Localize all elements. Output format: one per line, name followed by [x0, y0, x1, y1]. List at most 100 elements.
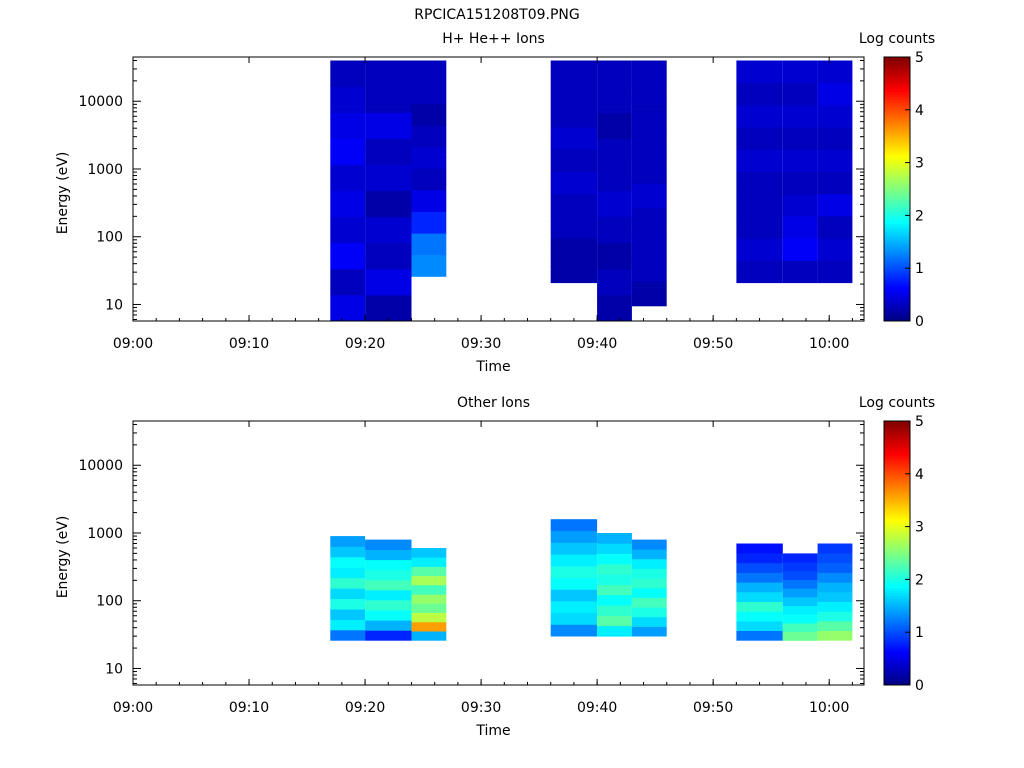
heatmap-cell [631, 631, 667, 635]
heatmap-cell [365, 138, 412, 146]
colorbar-swatch [884, 220, 910, 224]
heatmap-cell [550, 260, 598, 267]
heatmap-cell [817, 149, 853, 156]
colorbar-tick-label: 5 [915, 50, 924, 66]
heatmap-cell [736, 630, 783, 634]
heatmap-cell [817, 591, 853, 595]
heatmap-cell [597, 73, 632, 81]
heatmap-cell [597, 620, 632, 624]
colorbar-swatch [884, 93, 910, 98]
heatmap-cell [782, 199, 818, 206]
heatmap-cell [550, 630, 598, 634]
heatmap-cell [550, 88, 598, 95]
heatmap-cell [550, 574, 598, 578]
heatmap-cell [597, 294, 632, 302]
colorbar-swatch [884, 595, 910, 599]
heatmap-cell [817, 625, 853, 629]
heatmap-cell [365, 590, 412, 593]
heatmap-cell [631, 66, 667, 74]
heatmap-cell [631, 614, 667, 618]
heatmap-cell [736, 110, 783, 117]
heatmap-cell [631, 580, 667, 584]
colorbar-swatch [884, 510, 910, 514]
heatmap-cell [550, 177, 598, 184]
heatmap-cell [631, 561, 667, 565]
heatmap-cell [411, 605, 447, 609]
heatmap-cell [817, 121, 853, 128]
heatmap-cell [736, 577, 783, 581]
heatmap-cell [411, 260, 447, 266]
heatmap-cell [782, 210, 818, 217]
heatmap-cell [550, 548, 598, 552]
heatmap-cell [817, 628, 853, 631]
heatmap-cell [330, 106, 366, 113]
colorbar-swatch [884, 62, 910, 66]
heatmap-cell [550, 193, 598, 200]
heatmap-cell [817, 587, 853, 590]
heatmap-cell [597, 589, 632, 593]
colorbar-swatch [884, 302, 910, 306]
heatmap-cell [736, 60, 783, 67]
heatmap-cell [736, 182, 783, 189]
colorbar-swatch [884, 159, 910, 164]
heatmap-cell [631, 621, 667, 625]
heatmap-cell [736, 116, 783, 122]
heatmap-cell [597, 184, 632, 192]
colorbar-swatch [884, 465, 910, 470]
heatmap-cell [631, 578, 667, 581]
heatmap-cell [736, 232, 783, 239]
heatmap-cell [330, 562, 366, 566]
heatmap-cell [365, 569, 412, 573]
heatmap-cell [330, 229, 366, 237]
heatmap-cell [330, 60, 366, 68]
heatmap-cell [817, 613, 853, 617]
heatmap-cell [550, 188, 598, 195]
colorbar-swatch [884, 587, 910, 591]
heatmap-cell [736, 621, 783, 624]
heatmap-cell [597, 255, 632, 263]
heatmap-cell [817, 562, 853, 566]
heatmap-cell [736, 560, 783, 564]
colorbar-swatch [884, 270, 910, 274]
heatmap-cell [631, 256, 667, 264]
heatmap-cell [631, 226, 667, 233]
heatmap-cell [411, 136, 447, 142]
colorbar-swatch [884, 518, 910, 522]
heatmap-cell [550, 557, 598, 561]
heatmap-cell [597, 584, 632, 588]
heatmap-cell [736, 616, 783, 619]
heatmap-cell [782, 93, 818, 100]
heatmap-cell [597, 607, 632, 611]
heatmap-cell [550, 210, 598, 217]
heatmap-cell [550, 583, 598, 587]
heatmap-cell [597, 158, 632, 166]
heatmap-cell [330, 614, 366, 618]
heatmap-cell [550, 149, 598, 156]
colorbar-swatch [884, 677, 910, 681]
heatmap-cell [330, 171, 366, 179]
heatmap-cell [365, 549, 412, 553]
colorbar-swatch [884, 674, 910, 678]
colorbar-swatch [884, 489, 910, 493]
heatmap-cell [550, 539, 598, 543]
colorbar-swatch [884, 669, 910, 673]
heatmap-cell [817, 589, 853, 593]
colorbar-swatch [884, 175, 910, 179]
heatmap-cell [411, 587, 447, 590]
heatmap-cell [365, 73, 412, 81]
heatmap-cell [597, 625, 632, 629]
heatmap-cell [330, 301, 366, 309]
heatmap-cell [782, 121, 818, 128]
heatmap-cell [782, 104, 818, 111]
heatmap-cell [411, 596, 447, 600]
heatmap-cell [817, 216, 853, 222]
heatmap-cell [597, 576, 632, 580]
colorbar-swatch [884, 648, 910, 652]
heatmap-cell [597, 145, 632, 152]
heatmap-cell [736, 199, 783, 206]
heatmap-cell [550, 525, 598, 529]
colorbar-swatch [884, 318, 910, 322]
colorbar-swatch [884, 244, 910, 248]
heatmap-cell [736, 154, 783, 161]
heatmap-cell [330, 99, 366, 107]
